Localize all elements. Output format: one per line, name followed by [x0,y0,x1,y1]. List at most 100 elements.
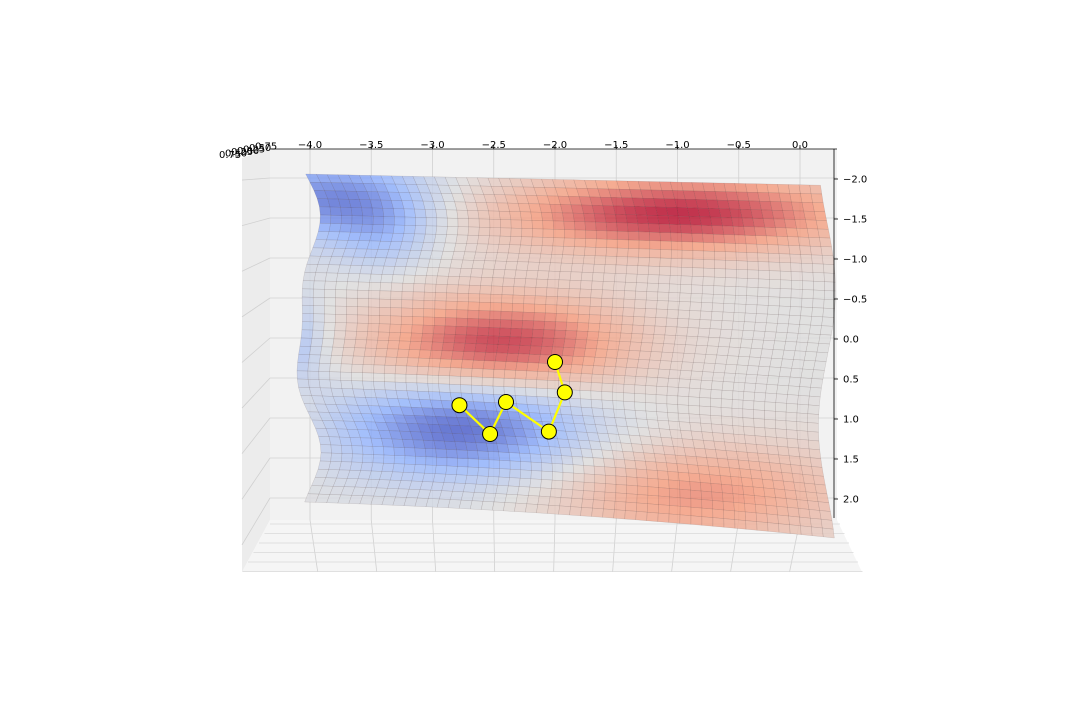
surface-patch [517,253,531,263]
surface-patch [645,376,658,387]
floor-grid-line [730,519,740,573]
surface-patch [465,475,479,485]
surface-patch [703,250,715,261]
surface-patch [579,288,592,299]
surface-patch [809,245,823,256]
surface-patch [776,437,789,448]
surface-patch [351,380,364,390]
y-tick-label: −1.5 [843,215,867,226]
surface-patch [320,444,332,454]
surface-patch [725,355,740,366]
surface-patch [666,395,679,405]
surface-patch [497,335,511,346]
surface-patch [803,210,817,221]
surface-patch [535,278,549,289]
surface-patch [526,495,540,505]
surface-patch [372,216,385,225]
surface-patch [710,406,722,417]
surface-patch [737,459,751,470]
surface-patch [753,409,765,420]
surface-patch [708,465,721,476]
surface-patch [602,272,616,283]
surface-patch [351,355,365,365]
surface-patch [615,475,627,486]
surface-patch [600,306,613,316]
surface-patch [412,308,425,318]
surface-patch [591,373,604,384]
surface-patch [541,470,553,481]
surface-patch [475,335,489,345]
surface-patch [563,338,577,349]
surface-patch [443,473,457,484]
surface-patch [687,207,701,217]
surface-patch [817,228,831,239]
surface-patch [489,302,502,312]
surface-patch [757,261,770,271]
surface-patch [351,453,364,463]
surface-patch [460,367,473,378]
surface-patch [646,214,660,225]
surface-patch [645,402,657,412]
surface-patch [533,312,546,322]
surface-patch [557,279,571,289]
surface-patch [307,362,320,372]
surface-patch [522,303,535,313]
surface-patch [744,503,757,514]
surface-patch [786,323,800,334]
surface-patch [724,364,738,374]
surface-patch [808,509,822,520]
surface-patch [731,399,744,410]
surface-patch [779,463,793,474]
surface-patch [591,507,604,518]
surface-patch [435,209,448,219]
surface-patch [777,376,791,387]
surface-patch [354,339,367,349]
surface-patch [757,452,770,463]
surface-patch [613,408,626,419]
surface-patch [802,280,814,291]
surface-patch [318,379,332,389]
surface-patch [446,284,459,294]
surface-patch [693,353,707,364]
surface-patch [508,244,521,254]
surface-patch [725,260,737,270]
surface-patch [787,507,800,518]
surface-patch [731,484,744,495]
surface-patch [548,496,562,507]
surface-patch [357,289,370,299]
surface-patch [681,438,695,449]
surface-patch [744,234,758,245]
surface-patch [425,217,438,227]
surface-patch [689,301,702,312]
surface-patch [384,389,399,399]
surface-patch [492,269,506,279]
surface-patch [805,342,819,353]
surface-patch [320,346,333,356]
x-tick-label: −2.0 [543,140,567,151]
surface-patch [492,377,505,387]
surface-patch [457,284,470,294]
surface-patch [718,208,732,218]
surface-patch [577,313,590,324]
surface-patch [676,318,690,328]
surface-patch [328,461,342,471]
surface-patch [480,501,495,511]
surface-patch [731,217,745,227]
surface-patch [614,264,628,275]
surface-patch [541,212,554,222]
surface-patch [570,364,583,374]
surface-patch [812,289,825,300]
surface-patch [497,244,510,254]
surface-patch [376,339,389,350]
surface-patch [383,446,395,456]
surface-patch [741,217,755,228]
surface-patch [583,348,597,358]
surface-patch [688,405,701,415]
surface-patch [658,266,672,276]
surface-patch [585,339,599,350]
surface-patch [820,246,834,257]
surface-patch [425,456,437,466]
surface-patch [459,268,473,278]
surface-patch [718,337,732,348]
surface-patch [711,302,725,313]
